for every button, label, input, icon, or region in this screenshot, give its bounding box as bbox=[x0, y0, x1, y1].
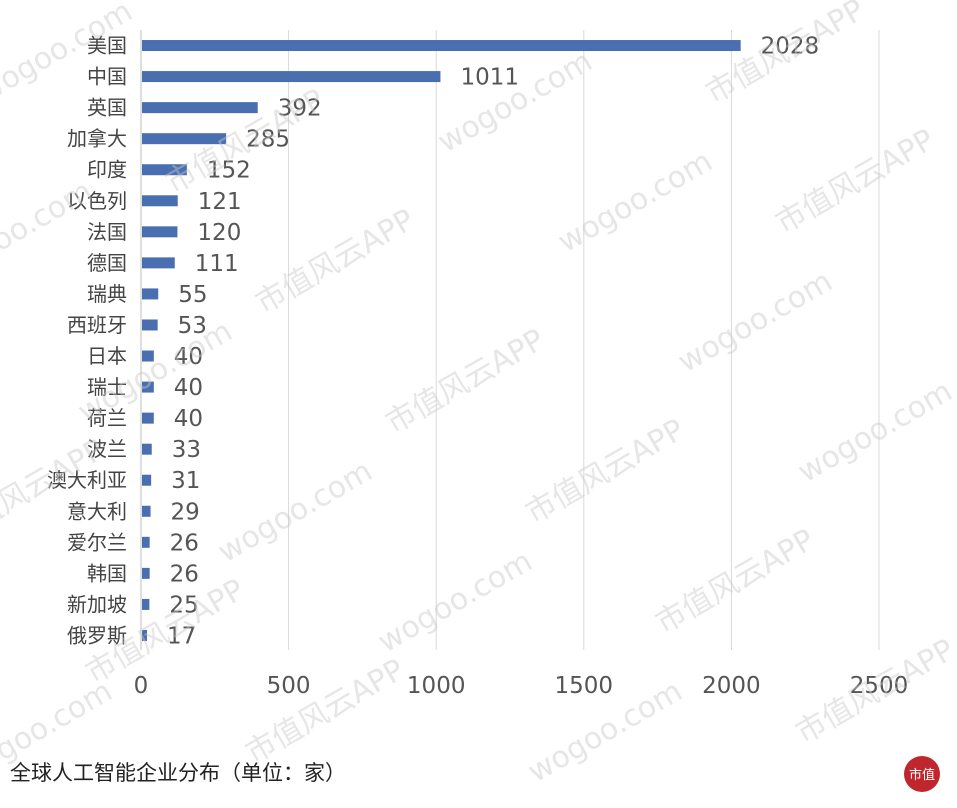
watermark-text: 市值风云APP bbox=[250, 202, 421, 321]
bar bbox=[142, 412, 154, 424]
data-label: 26 bbox=[170, 561, 199, 587]
bar bbox=[142, 536, 150, 548]
bar bbox=[142, 71, 441, 83]
bar bbox=[142, 164, 187, 176]
logo-seal bbox=[904, 756, 940, 792]
data-label: 40 bbox=[174, 406, 203, 432]
category-label: 新加坡 bbox=[67, 592, 127, 616]
category-label: 瑞典 bbox=[87, 282, 127, 306]
category-label: 爱尔兰 bbox=[67, 530, 127, 554]
watermark-text: wogoo.com bbox=[552, 144, 718, 260]
watermark-text: wogoo.com bbox=[792, 374, 957, 490]
x-axis: 0 500 1000 1500 2000 2500 bbox=[134, 30, 909, 699]
category-label: 波兰 bbox=[87, 437, 127, 461]
watermark-text: wogoo.com bbox=[672, 264, 838, 380]
category-label: 印度 bbox=[87, 158, 127, 182]
bar bbox=[142, 474, 152, 486]
category-label: 英国 bbox=[87, 96, 127, 120]
category-label: 荷兰 bbox=[87, 406, 127, 430]
watermark-text: wogoo.com bbox=[372, 544, 538, 660]
bar bbox=[142, 40, 741, 52]
data-label: 17 bbox=[167, 623, 196, 649]
data-label: 40 bbox=[174, 344, 203, 370]
category-label: 瑞士 bbox=[87, 375, 127, 399]
data-label: 1011 bbox=[460, 65, 519, 91]
watermark-text: 市值风云APP bbox=[650, 522, 821, 641]
category-label: 意大利 bbox=[67, 499, 127, 523]
category-label: 西班牙 bbox=[67, 313, 127, 337]
watermark-text: 市值风云APP bbox=[520, 412, 691, 531]
bar bbox=[142, 133, 227, 145]
brand-logo: 市值 bbox=[904, 756, 940, 792]
data-label: 285 bbox=[246, 127, 290, 153]
data-label: 152 bbox=[207, 158, 251, 184]
data-label: 121 bbox=[198, 189, 242, 215]
category-label: 中国 bbox=[87, 65, 127, 89]
x-tick-label: 2000 bbox=[702, 673, 761, 699]
bars: 美国 2028 中国 1011 英国 392 加拿大 285 印度 152 以色列 121 法国 120 德… bbox=[47, 34, 819, 650]
data-label: 26 bbox=[170, 530, 199, 556]
watermark-text: 市值风云APP bbox=[240, 652, 411, 771]
bar bbox=[142, 226, 178, 238]
watermark-text: wogoo.com bbox=[212, 454, 378, 570]
category-label: 俄罗斯 bbox=[67, 623, 127, 647]
bar bbox=[142, 288, 159, 300]
category-label: 法国 bbox=[87, 220, 127, 244]
data-label: 120 bbox=[197, 220, 241, 246]
watermark-text: 市值风云APP bbox=[700, 0, 871, 111]
category-label: 澳大利亚 bbox=[47, 468, 127, 492]
watermark-text: wogoo.com bbox=[432, 44, 598, 160]
category-label: 美国 bbox=[87, 34, 127, 58]
data-label: 111 bbox=[195, 251, 239, 277]
x-tick-label: 1500 bbox=[555, 673, 614, 699]
bar bbox=[142, 195, 178, 207]
data-label: 31 bbox=[171, 468, 200, 494]
bar bbox=[142, 629, 148, 641]
data-label: 40 bbox=[174, 375, 203, 401]
watermark-text: wogoo.com bbox=[0, 174, 98, 290]
data-label: 53 bbox=[178, 313, 207, 339]
bar bbox=[142, 505, 151, 517]
bar bbox=[142, 319, 158, 331]
x-tick-label: 2500 bbox=[850, 673, 909, 699]
bar bbox=[142, 102, 258, 114]
data-label: 25 bbox=[169, 592, 198, 618]
bar bbox=[142, 381, 154, 393]
data-label: 55 bbox=[178, 282, 207, 308]
category-label: 加拿大 bbox=[67, 127, 127, 151]
data-label: 2028 bbox=[761, 34, 820, 60]
category-label: 以色列 bbox=[67, 189, 127, 213]
data-label: 392 bbox=[278, 96, 322, 122]
watermark-text: 市值风云APP bbox=[380, 322, 551, 441]
x-tick-label: 1000 bbox=[407, 673, 466, 699]
logo-text: 市值 bbox=[909, 767, 935, 783]
bar bbox=[142, 443, 152, 455]
chart-caption: 全球人工智能企业分布（单位：家） bbox=[10, 761, 346, 785]
x-tick-label: 500 bbox=[267, 673, 311, 699]
category-label: 日本 bbox=[87, 344, 127, 368]
data-label: 33 bbox=[172, 437, 201, 463]
bar bbox=[142, 350, 154, 362]
x-tick-label: 0 bbox=[134, 673, 149, 699]
category-label: 德国 bbox=[87, 251, 127, 275]
category-label: 韩国 bbox=[87, 561, 127, 585]
bar bbox=[142, 567, 150, 579]
watermark-text: 市值风云APP bbox=[770, 122, 941, 241]
data-label: 29 bbox=[171, 499, 200, 525]
bar bbox=[142, 598, 150, 610]
bar bbox=[142, 257, 175, 269]
watermark-text: 市值风云APP bbox=[790, 632, 957, 751]
